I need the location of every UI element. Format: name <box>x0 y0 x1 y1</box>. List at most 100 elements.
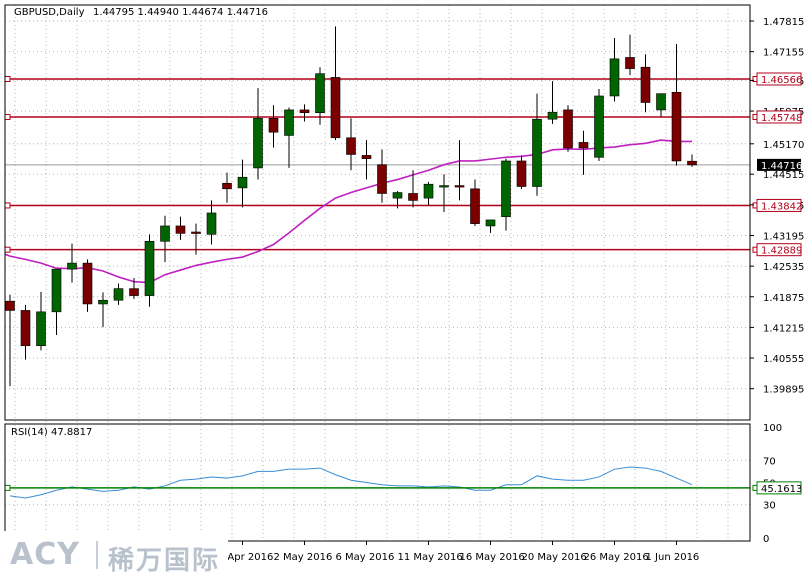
candle-body <box>268 117 279 133</box>
candle-body <box>160 225 170 242</box>
price-tick-label: 1.45170 <box>763 140 804 151</box>
axes <box>4 4 751 542</box>
candle-body <box>392 192 403 199</box>
candle-body <box>129 288 139 296</box>
candle-body <box>222 182 232 190</box>
rsi-tick-label: 30 <box>763 501 776 512</box>
level-tag <box>756 243 802 257</box>
rsi-level-tag <box>756 481 802 495</box>
candle-body <box>253 117 263 169</box>
rsi-frame <box>4 423 751 542</box>
candle-body <box>532 118 542 187</box>
candle-body <box>563 109 573 149</box>
candle-body <box>377 164 387 194</box>
price-tick-label: 1.41215 <box>763 323 804 334</box>
candle-body <box>113 288 124 301</box>
x-tick-label: 11 May 2016 <box>398 552 463 563</box>
x-tick-label: 20 May 2016 <box>522 552 587 563</box>
rsi-tick-label: 0 <box>763 534 769 545</box>
candle-body <box>454 185 465 188</box>
level-tag-label: 1.42889 <box>761 246 802 257</box>
candle-body <box>144 240 155 296</box>
rsi-label: RSI(14) 47.8817 <box>11 427 92 438</box>
candle-body <box>470 188 480 224</box>
candle-body <box>547 111 558 120</box>
x-tick-label: 2 May 2016 <box>274 552 333 563</box>
rsi-indicator <box>4 466 759 499</box>
watermark-logo: ACY 稀万国际 <box>0 531 228 579</box>
x-tick-label: 1 Jun 2016 <box>646 552 700 563</box>
price-tick-label: 1.41875 <box>763 293 804 304</box>
level-anchor <box>4 246 11 253</box>
candles <box>5 26 697 387</box>
rsi-line <box>9 466 693 499</box>
symbol-label: GBPUSD,Daily <box>14 7 85 18</box>
candle-body <box>346 137 356 155</box>
logo-acy: ACY <box>10 537 80 572</box>
axis-labels: 1.478151.471551.465351.458751.451701.445… <box>212 17 805 563</box>
level-tag <box>756 110 802 124</box>
candle-body <box>578 142 589 149</box>
x-tick-label: 16 May 2016 <box>460 552 525 563</box>
candle-body <box>284 109 294 136</box>
level-tag-label: 1.43842 <box>761 201 802 212</box>
logo-chinese: 稀万国际 <box>108 546 221 576</box>
price-tick-label: 1.47155 <box>763 48 804 59</box>
candle-body <box>640 66 651 103</box>
candle-body <box>594 95 604 158</box>
price-tick-label: 1.44515 <box>763 170 804 181</box>
candle-body <box>609 58 620 97</box>
candle-body <box>330 77 341 139</box>
candle-body <box>408 193 418 201</box>
level-anchor <box>4 75 11 82</box>
horizontal-levels <box>4 75 759 253</box>
rsi-level-label: 45.1613 <box>761 484 802 495</box>
current-price-tag <box>757 158 801 171</box>
price-tick-label: 1.43195 <box>763 231 804 242</box>
rsi-tick-label: 100 <box>763 423 782 434</box>
candle-body <box>687 160 697 166</box>
candle-body <box>361 155 372 159</box>
candle-body <box>501 160 511 217</box>
candle-body <box>656 93 666 111</box>
rsi-tick-label: 70 <box>763 456 776 467</box>
level-anchor <box>4 202 11 209</box>
x-tick-label: 6 May 2016 <box>336 552 395 563</box>
candle-body <box>175 225 186 234</box>
level-tag-label: 1.45748 <box>761 113 802 124</box>
moving-average <box>4 139 692 284</box>
ma-line <box>4 139 692 284</box>
candle-body <box>191 231 201 234</box>
level-tag <box>756 72 802 86</box>
level-anchor <box>4 113 11 120</box>
candle-body <box>423 183 434 199</box>
candle-body <box>625 57 635 69</box>
candle-body <box>98 299 108 305</box>
x-tick-label: 26 May 2016 <box>584 552 649 563</box>
current-price-label: 1.44716 <box>761 161 802 172</box>
price-tick-label: 1.42535 <box>763 262 804 273</box>
candle-body <box>20 310 31 347</box>
candle-body <box>67 262 77 270</box>
candle-body <box>485 219 496 227</box>
price-tick-label: 1.47815 <box>763 17 804 28</box>
ohlc-readout: 1.44795 1.44940 1.44674 1.44716 <box>93 7 268 18</box>
level-tag <box>756 198 802 212</box>
candle-body <box>237 176 248 189</box>
candle-body <box>299 109 310 113</box>
price-tick-label: 1.39895 <box>763 385 804 396</box>
candle-body <box>206 212 217 235</box>
main-frame <box>4 4 751 421</box>
grid <box>5 5 750 541</box>
candle-body <box>5 300 15 311</box>
candle-body <box>51 268 62 313</box>
candle-body <box>516 160 527 187</box>
level-tag-label: 1.46566 <box>761 75 802 86</box>
candle-body <box>36 311 46 347</box>
logo-separator <box>96 541 98 569</box>
candle-body <box>671 91 682 162</box>
x-tick-label: 26 Apr 2016 <box>212 552 274 563</box>
candle-body <box>82 262 93 305</box>
